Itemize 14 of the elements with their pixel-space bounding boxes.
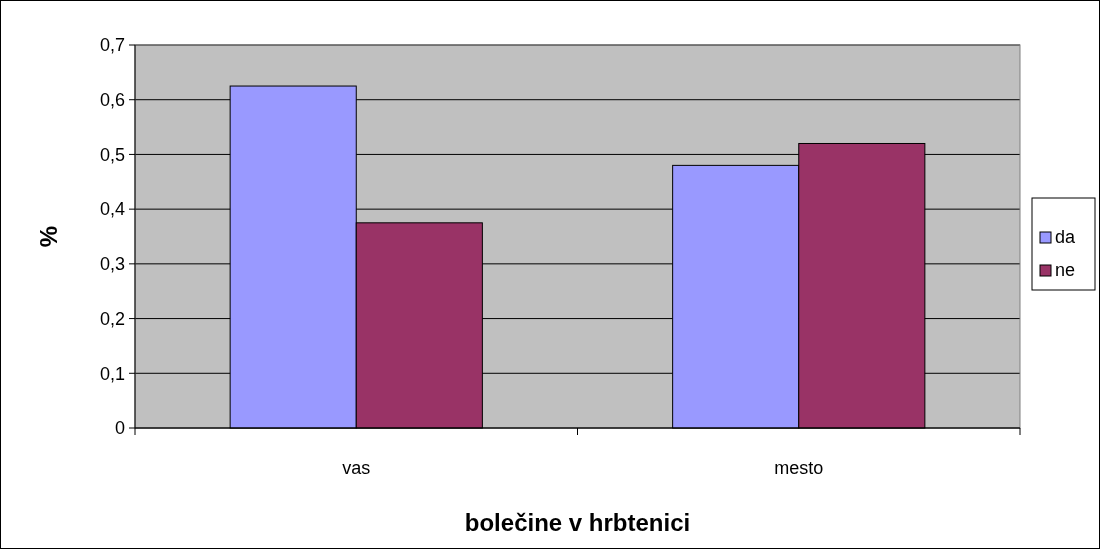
y-tick-label: 0,6 [99, 90, 125, 111]
y-tick-label: 0,2 [99, 308, 125, 329]
y-tick-label: 0,7 [99, 35, 125, 56]
legend-label: da [1055, 227, 1077, 247]
x-tick-label: vas [342, 458, 371, 478]
y-tick-label: 0,3 [99, 254, 125, 275]
y-tick-label: 0,1 [99, 363, 125, 384]
y-tick-label: 0 [114, 418, 125, 439]
y-tick-label: 0,5 [99, 144, 125, 165]
y-tick-label: 0,4 [99, 199, 125, 220]
x-axis-title: bolečine v hrbtenici [464, 509, 691, 536]
legend-label: ne [1055, 260, 1076, 280]
x-tick-label: mesto [774, 458, 824, 478]
y-axis-title: % [35, 225, 62, 248]
